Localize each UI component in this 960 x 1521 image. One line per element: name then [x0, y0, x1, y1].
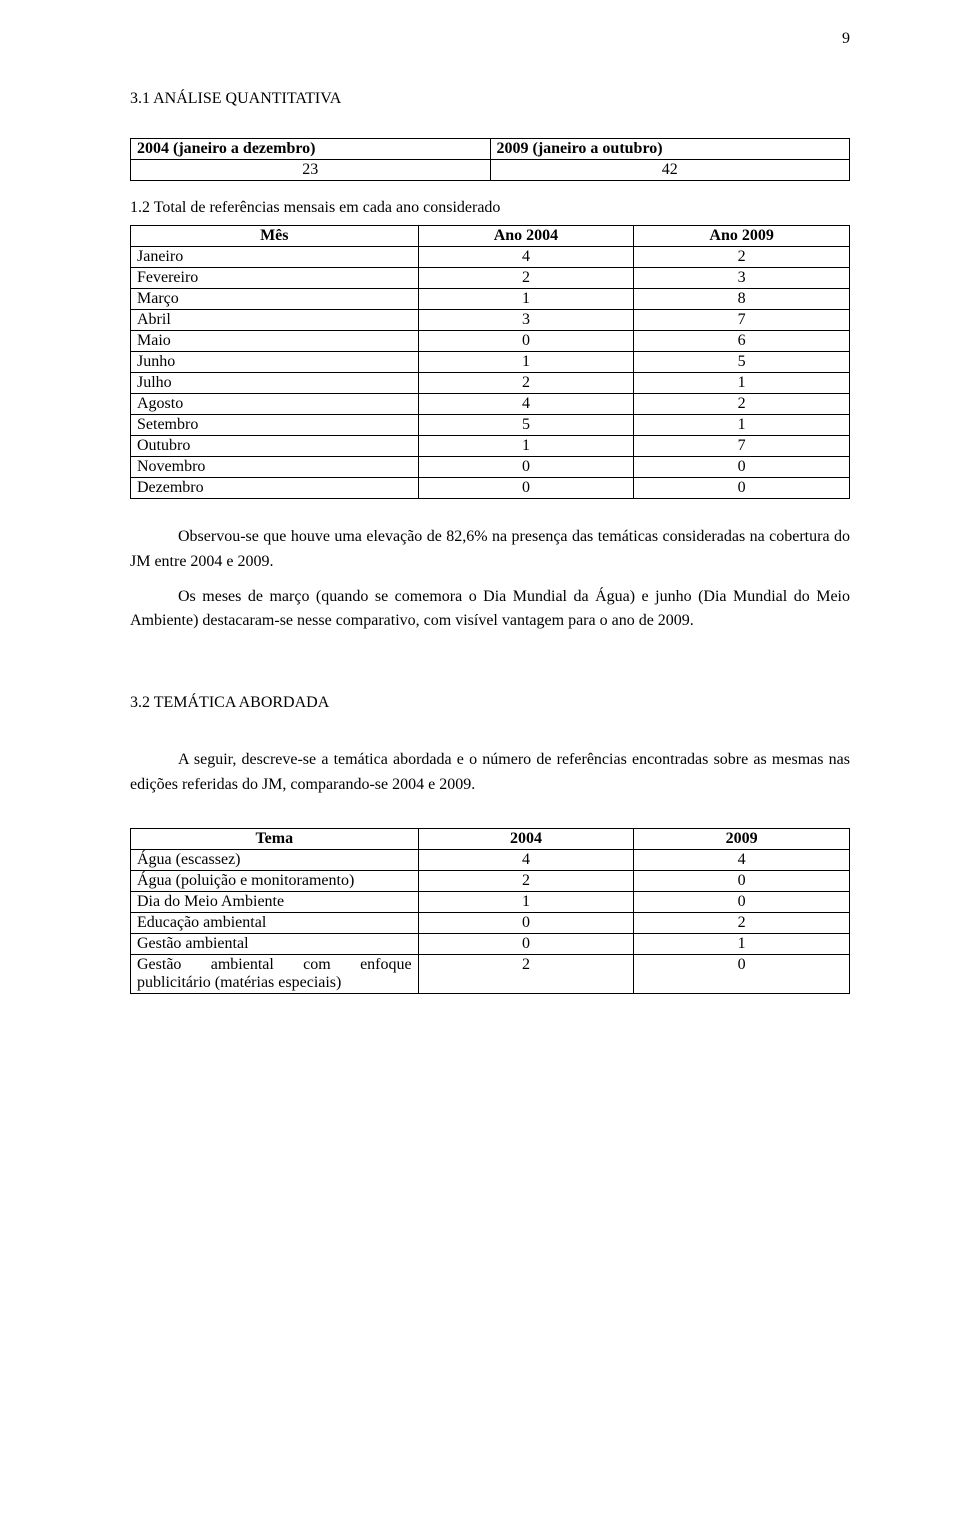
table-row: Gestão ambiental 0 1 [131, 933, 850, 954]
table-cell: Gestão ambiental com enfoque publicitári… [131, 954, 419, 993]
body-paragraph: Os meses de março (quando se comemora o … [130, 585, 850, 635]
table-header-cell: Ano 2004 [418, 226, 634, 247]
table-cell: 2 [418, 268, 634, 289]
table-row: Junho 1 5 [131, 352, 850, 373]
table-monthly-references: Mês Ano 2004 Ano 2009 Janeiro 4 2 Fevere… [130, 225, 850, 499]
table-cell: 3 [418, 310, 634, 331]
table-cell: 5 [634, 352, 850, 373]
body-paragraph: Observou-se que houve uma elevação de 82… [130, 525, 850, 575]
table-cell: 1 [418, 436, 634, 457]
table-cell: 2 [418, 954, 634, 993]
table-cell: Julho [131, 373, 419, 394]
table-cell: 2 [634, 912, 850, 933]
table-cell: 4 [418, 394, 634, 415]
table-cell: 0 [634, 870, 850, 891]
table-row: 2004 (janeiro a dezembro) 2009 (janeiro … [131, 139, 850, 160]
table-header-cell: 2009 [634, 828, 850, 849]
table-cell: 1 [634, 415, 850, 436]
table-cell: 2 [418, 373, 634, 394]
table-cell: Janeiro [131, 247, 419, 268]
table-header-cell: Tema [131, 828, 419, 849]
table-cell: 0 [634, 457, 850, 478]
table-cell: 6 [634, 331, 850, 352]
section-heading-3-2: 3.2 TEMÁTICA ABORDADA [130, 694, 850, 712]
table-cell: Água (poluição e monitoramento) [131, 870, 419, 891]
table-caption: 1.2 Total de referências mensais em cada… [130, 199, 850, 217]
table-cell: Dia do Meio Ambiente [131, 891, 419, 912]
table-cell: 2 [634, 247, 850, 268]
table-row: Dezembro 0 0 [131, 478, 850, 499]
table-cell: 1 [634, 373, 850, 394]
table-cell: 1 [418, 289, 634, 310]
table-cell: Agosto [131, 394, 419, 415]
table-row: Água (poluição e monitoramento) 2 0 [131, 870, 850, 891]
table-cell: 1 [418, 352, 634, 373]
table-cell: 4 [634, 849, 850, 870]
table-cell: 7 [634, 310, 850, 331]
table-themes: Tema 2004 2009 Água (escassez) 4 4 Água … [130, 828, 850, 994]
table-row: Fevereiro 2 3 [131, 268, 850, 289]
table-cell: 0 [634, 891, 850, 912]
table-cell: 3 [634, 268, 850, 289]
table-cell: Água (escassez) [131, 849, 419, 870]
table-row: Abril 3 7 [131, 310, 850, 331]
table-header-cell: 2004 (janeiro a dezembro) [131, 139, 491, 160]
table-cell: 0 [418, 912, 634, 933]
table-row: Maio 0 6 [131, 331, 850, 352]
table-row: Educação ambiental 0 2 [131, 912, 850, 933]
document-page: 9 3.1 ANÁLISE QUANTITATIVA 2004 (janeiro… [0, 0, 960, 1521]
table-row: Gestão ambiental com enfoque publicitári… [131, 954, 850, 993]
table-cell: Junho [131, 352, 419, 373]
table-cell: Dezembro [131, 478, 419, 499]
table-row: Julho 2 1 [131, 373, 850, 394]
table-cell: Fevereiro [131, 268, 419, 289]
table-cell: Abril [131, 310, 419, 331]
table-cell: 7 [634, 436, 850, 457]
table-row: Água (escassez) 4 4 [131, 849, 850, 870]
table-cell: Março [131, 289, 419, 310]
table-row: Setembro 5 1 [131, 415, 850, 436]
table-header-cell: 2004 [418, 828, 634, 849]
table-cell: 0 [634, 954, 850, 993]
table-cell: 4 [418, 849, 634, 870]
table-cell: 2 [634, 394, 850, 415]
page-number: 9 [842, 30, 850, 48]
section-heading-3-1: 3.1 ANÁLISE QUANTITATIVA [130, 90, 850, 108]
table-cell: 4 [418, 247, 634, 268]
body-paragraph: A seguir, descreve-se a temática abordad… [130, 748, 850, 798]
table-cell: 42 [490, 160, 850, 181]
table-cell: 0 [418, 933, 634, 954]
table-cell: 8 [634, 289, 850, 310]
table-row: Tema 2004 2009 [131, 828, 850, 849]
table-row: Janeiro 4 2 [131, 247, 850, 268]
table-cell: Setembro [131, 415, 419, 436]
table-cell: 0 [418, 457, 634, 478]
table-cell: 0 [418, 478, 634, 499]
table-cell: 5 [418, 415, 634, 436]
table-cell: Gestão ambiental [131, 933, 419, 954]
table-row: Agosto 4 2 [131, 394, 850, 415]
table-header-cell: 2009 (janeiro a outubro) [490, 139, 850, 160]
table-cell: 1 [418, 891, 634, 912]
table-header-cell: Mês [131, 226, 419, 247]
table-row: 23 42 [131, 160, 850, 181]
table-period-totals: 2004 (janeiro a dezembro) 2009 (janeiro … [130, 138, 850, 181]
table-cell: 1 [634, 933, 850, 954]
table-cell: 0 [634, 478, 850, 499]
table-row: Dia do Meio Ambiente 1 0 [131, 891, 850, 912]
table-row: Novembro 0 0 [131, 457, 850, 478]
table-cell: 0 [418, 331, 634, 352]
table-cell: Outubro [131, 436, 419, 457]
table-cell: Educação ambiental [131, 912, 419, 933]
table-cell: Maio [131, 331, 419, 352]
table-header-cell: Ano 2009 [634, 226, 850, 247]
table-cell: Novembro [131, 457, 419, 478]
table-row: Outubro 1 7 [131, 436, 850, 457]
table-cell: 23 [131, 160, 491, 181]
table-row: Março 1 8 [131, 289, 850, 310]
table-row: Mês Ano 2004 Ano 2009 [131, 226, 850, 247]
table-cell: 2 [418, 870, 634, 891]
